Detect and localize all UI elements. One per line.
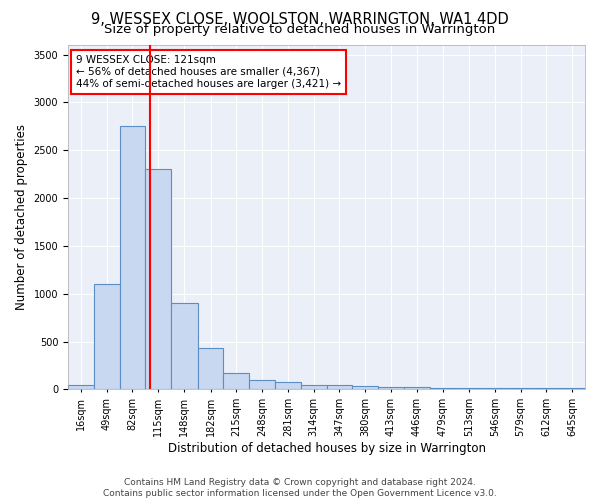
Bar <box>533 388 559 390</box>
Bar <box>275 382 301 390</box>
Bar <box>482 388 508 390</box>
Bar <box>94 284 119 390</box>
Bar <box>404 387 430 390</box>
Text: 9, WESSEX CLOSE, WOOLSTON, WARRINGTON, WA1 4DD: 9, WESSEX CLOSE, WOOLSTON, WARRINGTON, W… <box>91 12 509 28</box>
Bar <box>171 304 197 390</box>
Bar <box>119 126 145 390</box>
Bar <box>378 386 404 390</box>
Bar <box>430 388 456 390</box>
X-axis label: Distribution of detached houses by size in Warrington: Distribution of detached houses by size … <box>167 442 485 455</box>
Bar <box>456 388 482 390</box>
Bar <box>352 386 378 390</box>
Bar <box>197 348 223 390</box>
Bar <box>301 384 326 390</box>
Bar <box>559 388 585 390</box>
Bar <box>145 170 171 390</box>
Bar <box>223 372 249 390</box>
Text: Contains HM Land Registry data © Crown copyright and database right 2024.
Contai: Contains HM Land Registry data © Crown c… <box>103 478 497 498</box>
Bar <box>68 384 94 390</box>
Bar <box>326 385 352 390</box>
Text: Size of property relative to detached houses in Warrington: Size of property relative to detached ho… <box>104 22 496 36</box>
Bar <box>508 388 533 390</box>
Y-axis label: Number of detached properties: Number of detached properties <box>15 124 28 310</box>
Bar <box>249 380 275 390</box>
Text: 9 WESSEX CLOSE: 121sqm
← 56% of detached houses are smaller (4,367)
44% of semi-: 9 WESSEX CLOSE: 121sqm ← 56% of detached… <box>76 56 341 88</box>
